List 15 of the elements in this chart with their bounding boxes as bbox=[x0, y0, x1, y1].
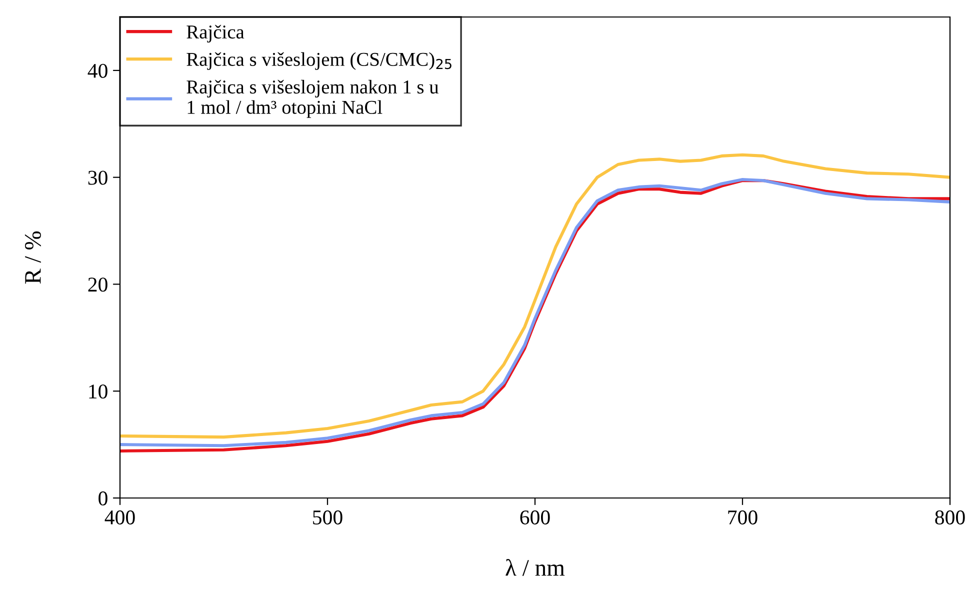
y-tick-label: 40 bbox=[88, 64, 108, 78]
x-tick-label: 500 bbox=[313, 510, 342, 524]
y-tick-label: 30 bbox=[88, 170, 108, 185]
y-tick-label: 20 bbox=[88, 278, 108, 292]
y-tick-label: 0 bbox=[98, 491, 108, 506]
x-tick-label: 600 bbox=[520, 510, 550, 524]
legend-label: Rajčica s višeslojem nakon 1 s u 1 mol / dm³ otopini NaCl bbox=[186, 80, 439, 118]
legend-label: Rajčica bbox=[186, 24, 244, 43]
legend-label: Rajčica s višeslojem (CS/CMC)$_{25}$ bbox=[186, 52, 452, 70]
y-tick-label: 10 bbox=[89, 384, 108, 399]
y-axis-title: R / % bbox=[24, 231, 41, 284]
x-axis-title: λ / nm bbox=[506, 559, 565, 576]
x-tick-label: 700 bbox=[728, 510, 758, 524]
x-tick-label: 400 bbox=[104, 510, 135, 524]
x-tick-label: 800 bbox=[935, 510, 965, 524]
